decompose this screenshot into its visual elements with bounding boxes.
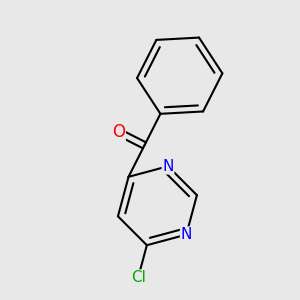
Text: N: N bbox=[162, 159, 174, 174]
Text: Cl: Cl bbox=[131, 270, 146, 285]
Text: N: N bbox=[181, 227, 192, 242]
Text: O: O bbox=[112, 123, 125, 141]
